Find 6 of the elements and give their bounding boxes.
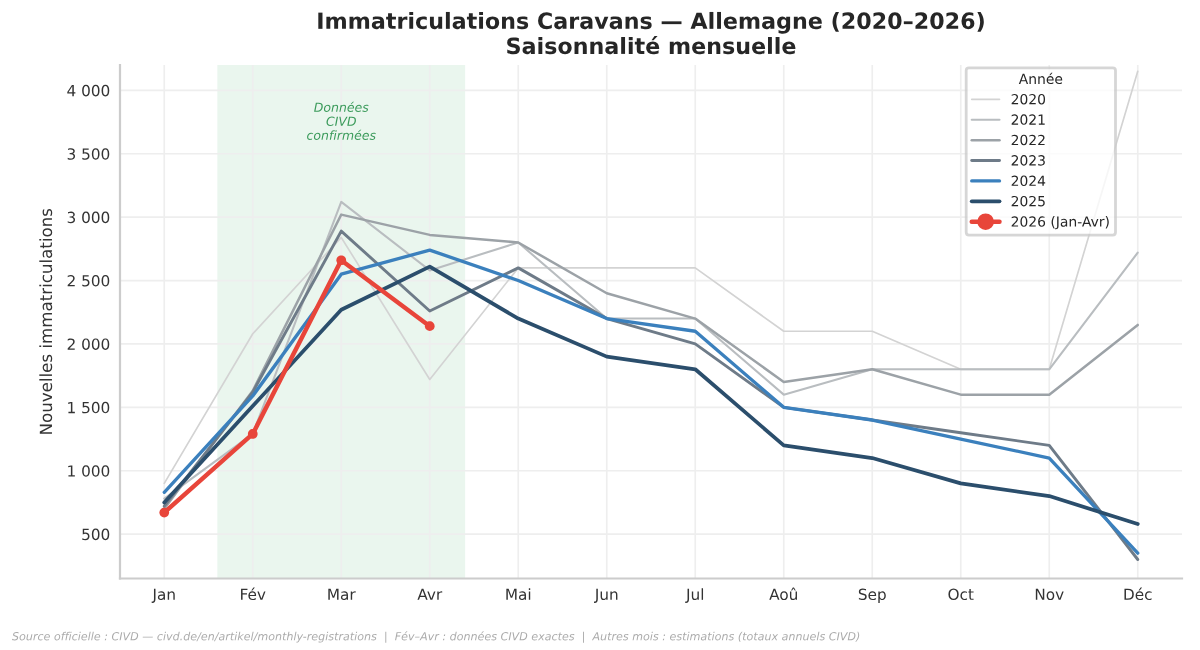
point xyxy=(247,429,258,439)
point xyxy=(336,255,347,266)
point xyxy=(159,507,170,518)
chart-title: Immatriculations Caravans — Allemagne (2020–2026) Saisonnalité mensuelle xyxy=(318,11,984,55)
point xyxy=(424,321,435,332)
y-axis-title: Nouvelles immatriculations xyxy=(39,208,53,434)
